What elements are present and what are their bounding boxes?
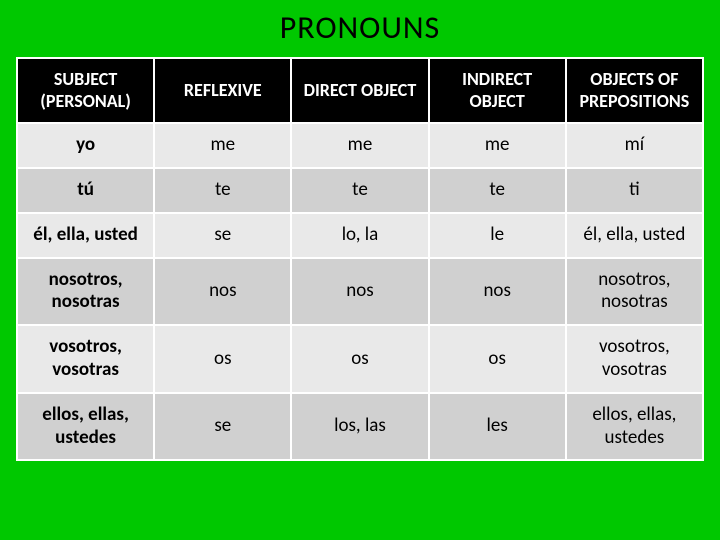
table-row: ellos, ellas, ustedes se los, las les el…: [17, 393, 703, 461]
cell-prep: ellos, ellas, ustedes: [566, 393, 703, 461]
cell-subject: nosotros, nosotras: [17, 258, 154, 326]
cell-prep: ti: [566, 168, 703, 213]
cell-indirect: os: [429, 325, 566, 393]
cell-prep: él, ella, usted: [566, 213, 703, 258]
cell-prep: vosotros, vosotras: [566, 325, 703, 393]
cell-prep: mí: [566, 123, 703, 168]
table-header-row: SUBJECT (PERSONAL) REFLEXIVE DIRECT OBJE…: [17, 58, 703, 123]
cell-reflexive: nos: [154, 258, 291, 326]
cell-subject: él, ella, usted: [17, 213, 154, 258]
cell-subject: yo: [17, 123, 154, 168]
cell-direct: te: [291, 168, 428, 213]
cell-direct: los, las: [291, 393, 428, 461]
col-direct-object: DIRECT OBJECT: [291, 58, 428, 123]
cell-subject: vosotros, vosotras: [17, 325, 154, 393]
cell-reflexive: se: [154, 393, 291, 461]
cell-subject: tú: [17, 168, 154, 213]
pronouns-table: SUBJECT (PERSONAL) REFLEXIVE DIRECT OBJE…: [16, 57, 704, 461]
cell-reflexive: se: [154, 213, 291, 258]
col-prepositions: OBJECTS OF PREPOSITIONS: [566, 58, 703, 123]
cell-direct: os: [291, 325, 428, 393]
cell-reflexive: os: [154, 325, 291, 393]
col-subject: SUBJECT (PERSONAL): [17, 58, 154, 123]
cell-subject: ellos, ellas, ustedes: [17, 393, 154, 461]
cell-indirect: me: [429, 123, 566, 168]
col-indirect-object: INDIRECT OBJECT: [429, 58, 566, 123]
cell-prep: nosotros, nosotras: [566, 258, 703, 326]
table-row: nosotros, nosotras nos nos nos nosotros,…: [17, 258, 703, 326]
cell-indirect: nos: [429, 258, 566, 326]
cell-direct: lo, la: [291, 213, 428, 258]
page-title: PRONOUNS: [16, 8, 704, 47]
cell-direct: me: [291, 123, 428, 168]
table-row: yo me me me mí: [17, 123, 703, 168]
table-row: tú te te te ti: [17, 168, 703, 213]
table-row: él, ella, usted se lo, la le él, ella, u…: [17, 213, 703, 258]
cell-reflexive: me: [154, 123, 291, 168]
cell-reflexive: te: [154, 168, 291, 213]
cell-direct: nos: [291, 258, 428, 326]
cell-indirect: le: [429, 213, 566, 258]
cell-indirect: te: [429, 168, 566, 213]
table-row: vosotros, vosotras os os os vosotros, vo…: [17, 325, 703, 393]
cell-indirect: les: [429, 393, 566, 461]
col-reflexive: REFLEXIVE: [154, 58, 291, 123]
